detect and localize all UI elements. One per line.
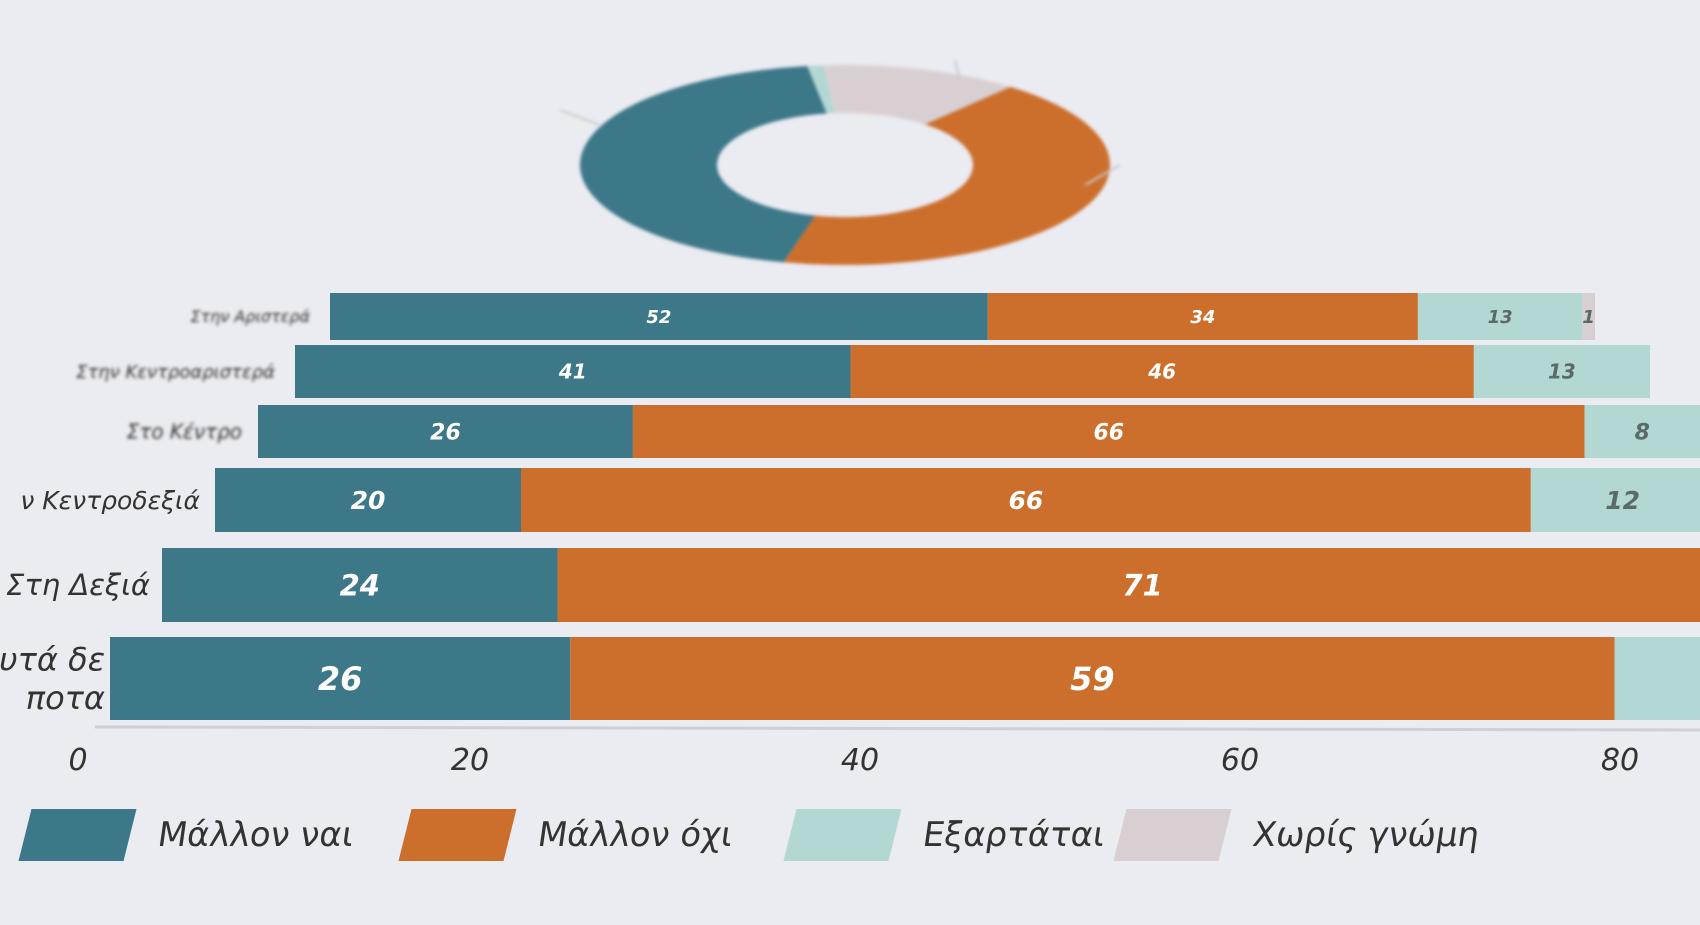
donut-leader-line — [954, 59, 961, 81]
bar-segment-6-2 — [570, 637, 1615, 720]
x-tick-label: 40 — [841, 743, 879, 778]
bar-value-label: 34 — [1190, 307, 1215, 328]
donut-slice-1 — [580, 66, 827, 263]
bar-segment-2-1 — [295, 345, 851, 398]
x-axis-line — [94, 725, 1700, 732]
legend-swatch-mallon-nai — [18, 809, 137, 861]
bar-value-label: 46 — [1147, 360, 1176, 384]
bar-segment-6-1 — [110, 637, 571, 720]
bar-segment-4-1 — [215, 468, 521, 532]
category-label: Στο Κέντρο — [127, 420, 242, 444]
chart-canvas: 52 34 13 1 Στην Αριστερά 41 46 13 Στην Κεντροαρι… — [0, 59, 1700, 778]
category-label: Στην Κεντροαριστερά — [76, 362, 275, 383]
donut-leader-line — [1084, 164, 1121, 186]
legend-item-xoris-gnomi: Χωρίς γνώμη — [1113, 800, 1483, 870]
bar-value-label: 66 — [1093, 420, 1124, 445]
bar-segment-1-3 — [1417, 293, 1583, 340]
bar-value-label: 13 — [1488, 307, 1513, 328]
category-label: ν Κεντροδεξιά — [20, 486, 200, 515]
bar-segment-3-2 — [632, 405, 1585, 458]
bar-segment-2-3 — [1473, 345, 1650, 398]
legend: Μάλλον ναι Μάλλον όχι Εξαρτάται Χωρίς γν… — [0, 800, 1700, 880]
bar-segment-4-3 — [1530, 468, 1700, 532]
bar-segment-3-3 — [1584, 405, 1700, 458]
category-label: Στην Αριστερά — [190, 307, 310, 326]
legend-label-mallon-nai: Μάλλον ναι — [155, 815, 357, 855]
x-tick-label: 20 — [451, 743, 489, 778]
bar-segment-1-2 — [987, 293, 1418, 340]
bar-value-label: 12 — [1605, 486, 1640, 515]
bar-value-label: 24 — [340, 568, 380, 602]
x-tick-label: 0 — [68, 743, 87, 778]
category-label: υτά δε — [0, 641, 105, 679]
bar-segment-4-2 — [521, 468, 1531, 532]
category-label: Στη Δεξιά — [6, 568, 150, 602]
donut-chart — [559, 59, 1121, 265]
legend-item-eksartatai: Εξαρτάται — [783, 800, 1108, 870]
legend-label-xoris-gnomi: Χωρίς γνώμη — [1250, 815, 1483, 855]
bar-segment-1-4 — [1582, 293, 1595, 340]
bar-value-label: 1 — [1582, 307, 1595, 328]
bar-segment-3-1 — [258, 405, 633, 458]
x-tick-label: 80 — [1601, 743, 1639, 778]
legend-swatch-mallon-oxi — [398, 809, 517, 861]
legend-label-mallon-oxi: Μάλλον όχι — [535, 815, 736, 855]
legend-item-mallon-nai: Μάλλον ναι — [18, 800, 357, 870]
bar-value-label: 66 — [1009, 486, 1044, 515]
bar-value-label: 59 — [1070, 660, 1115, 698]
bar-value-label: 71 — [1122, 568, 1162, 602]
bar-segment-2-2 — [850, 345, 1474, 398]
bar-segment-5-1 — [162, 548, 558, 622]
bar-value-label: 41 — [558, 360, 587, 384]
bar-segment-1-1 — [330, 293, 988, 340]
legend-label-eksartatai: Εξαρτάται — [920, 815, 1108, 855]
bar-value-label: 8 — [1635, 420, 1650, 445]
donut-slice-4 — [823, 65, 1011, 125]
x-axis: 0 20 40 60 80 — [68, 743, 1639, 778]
bar-value-label: 26 — [430, 420, 461, 445]
category-label: ποτα — [26, 679, 105, 717]
legend-swatch-xoris-gnomi — [1113, 809, 1232, 861]
bar-segment-5-2 — [557, 548, 1700, 622]
stacked-bar-chart: 52 34 13 1 Στην Αριστερά 41 46 13 Στην Κεντροαρι… — [0, 293, 1700, 732]
x-tick-label: 60 — [1221, 743, 1259, 778]
bar-value-label: 13 — [1548, 360, 1576, 384]
bar-value-label: 52 — [646, 307, 671, 328]
donut-leader-line — [559, 109, 601, 126]
donut-slice-2 — [783, 86, 1110, 265]
legend-item-mallon-oxi: Μάλλον όχι — [398, 800, 736, 870]
donut-slice-3 — [807, 65, 835, 114]
bar-value-label: 26 — [318, 660, 363, 698]
legend-swatch-eksartatai — [783, 809, 902, 861]
bar-segment-6-3 — [1614, 637, 1700, 720]
bar-value-label: 20 — [351, 486, 386, 515]
